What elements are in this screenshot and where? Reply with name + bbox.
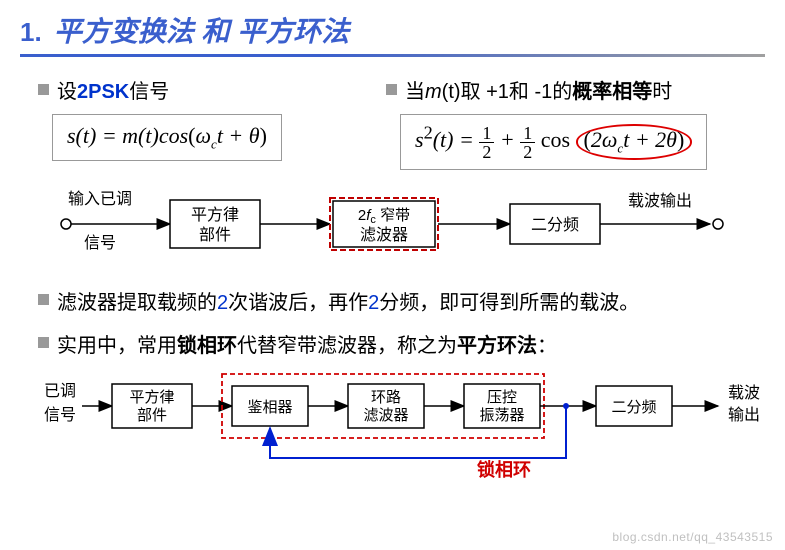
d2-b4l2: 振荡器 <box>479 407 524 424</box>
highlighted-arg: (2ωct + 2θ) <box>576 124 693 159</box>
formula-box-2: s2(t) = 12 + 12 cos (2ωct + 2θ) <box>400 114 707 170</box>
output-node-icon <box>713 219 723 229</box>
d1-in-bot: 信号 <box>84 234 116 252</box>
formula-1: s(t) = m(t)cos(ωct + θ) <box>67 123 267 148</box>
b2-bold: 概率相等 <box>572 81 652 103</box>
d2-b3l1: 环路 <box>371 389 401 406</box>
bullet-1: 设2PSK信号 <box>38 75 358 104</box>
formula-box-1: s(t) = m(t)cos(ωct + θ) <box>52 114 282 161</box>
note-1: 滤波器提取载频的2次谐波后，再作2分频，即可得到所需的载波。 <box>38 286 765 315</box>
title-underline <box>20 54 765 57</box>
n1c: 次谐波后，再作 <box>228 292 368 314</box>
frac-n: 1 <box>479 124 494 143</box>
d2-b4l1: 压控 <box>487 389 517 406</box>
pll-label: 锁相环 <box>477 459 531 480</box>
d2-out-top: 载波 <box>728 384 760 402</box>
d2-b1l1: 平方律 <box>129 389 174 406</box>
b2-pre: 当 <box>405 81 425 103</box>
d1-in-top: 输入已调 <box>68 190 132 208</box>
bullet-icon <box>386 84 397 95</box>
d2-b2: 鉴相器 <box>247 399 292 416</box>
n1b: 2 <box>217 292 228 314</box>
slide-title: 1. 平方变换法 和 平方环法 <box>20 10 765 50</box>
input-node-icon <box>61 219 71 229</box>
d1-b2-l2: 滤波器 <box>360 226 408 244</box>
plus: + <box>500 127 520 152</box>
n2b: 锁相环 <box>177 335 237 357</box>
note-2: 实用中，常用锁相环代替窄带滤波器，称之为平方环法： <box>38 329 765 358</box>
n2d: 平方环法 <box>457 335 537 357</box>
d1-b1-l1: 平方律 <box>191 206 239 224</box>
n1e: 分频，即可得到所需的载波。 <box>379 292 639 314</box>
n1a: 滤波器提取载频的 <box>57 292 217 314</box>
n1d: 2 <box>368 292 379 314</box>
d2-b5: 二分频 <box>611 399 656 416</box>
diagram-2: 已调 信号 平方律 部件 鉴相器 环路 滤波器 压控 振荡器 二分频 载波 输出… <box>26 368 785 488</box>
b1-pre: 设 <box>57 81 77 103</box>
bullet-2: 当m(t)取 +1和 -1的概率相等时 <box>386 75 707 104</box>
cos: cos <box>541 127 570 152</box>
frac-n: 1 <box>520 124 535 143</box>
n2c: 代替窄带滤波器，称之为 <box>237 335 457 357</box>
d1-b2-l1: 2fc 窄带 <box>358 206 410 226</box>
bullet-icon <box>38 337 49 348</box>
b2-mid: 取 +1和 -1的 <box>461 81 573 103</box>
d1-b3: 二分频 <box>531 216 579 234</box>
n2a: 实用中，常用 <box>57 335 177 357</box>
d1-b1-l2: 部件 <box>199 226 231 244</box>
d2-b3l2: 滤波器 <box>363 407 408 424</box>
d2-in-bot: 信号 <box>44 406 76 424</box>
d1-out: 载波输出 <box>628 192 692 210</box>
n2e: ： <box>537 335 557 357</box>
feedback-node <box>563 403 569 409</box>
formula-2: s2(t) = 12 + 12 cos (2ωct + 2θ) <box>415 127 692 152</box>
d2-b1l2: 部件 <box>137 407 167 424</box>
b1-blue: 2PSK <box>77 81 129 103</box>
watermark: blog.csdn.net/qq_43543515 <box>612 530 773 544</box>
bullet-icon <box>38 84 49 95</box>
diagram-1: 输入已调 信号 平方律 部件 2fc 窄带 滤波器 二分频 载波输出 <box>30 182 775 272</box>
b2-post: 时 <box>652 81 672 103</box>
frac-d: 2 <box>520 143 535 161</box>
bullet-icon <box>38 294 49 305</box>
d2-in-top: 已调 <box>44 382 76 400</box>
b1-post: 信号 <box>129 81 169 103</box>
title-text: 平方变换法 和 平方环法 <box>54 10 350 50</box>
title-number: 1. <box>20 17 42 48</box>
b2-it: m <box>425 81 442 103</box>
d2-out-bot: 输出 <box>728 406 760 424</box>
frac-d: 2 <box>479 143 494 161</box>
